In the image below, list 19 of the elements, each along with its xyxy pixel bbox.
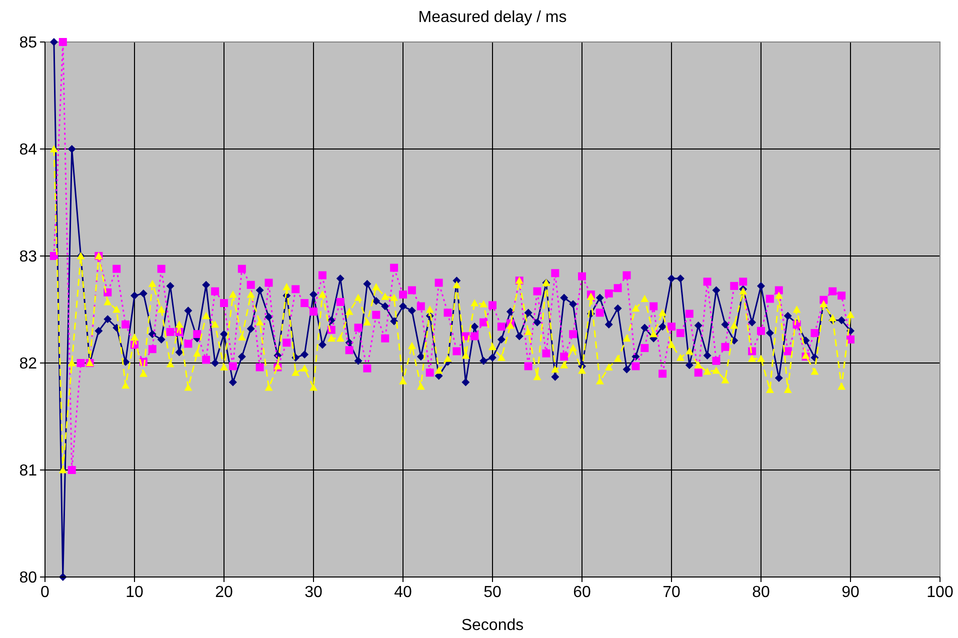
x-tick-label: 80: [752, 584, 770, 601]
x-tick-label: 100: [926, 584, 954, 601]
x-tick-label: 0: [40, 584, 50, 601]
x-tick-label: 10: [126, 584, 144, 601]
x-tick-label: 50: [484, 584, 502, 601]
y-tick-label: 84: [19, 142, 38, 159]
x-tick-label: 60: [573, 584, 591, 601]
x-tick-label: 30: [304, 584, 322, 601]
x-tick-label: 40: [394, 584, 412, 601]
y-tick-label: 85: [19, 34, 38, 52]
y-tick-label: 80: [19, 570, 38, 587]
x-tick-label: 70: [662, 584, 680, 601]
x-axis-title: Seconds: [461, 617, 524, 634]
y-tick-label: 83: [19, 248, 38, 266]
y-tick-label: 81: [19, 462, 38, 480]
x-tick-label: 20: [215, 584, 233, 601]
chart-title: Measured delay / ms: [418, 9, 567, 26]
y-tick-label: 82: [19, 356, 38, 373]
x-tick-label: 90: [842, 584, 860, 601]
